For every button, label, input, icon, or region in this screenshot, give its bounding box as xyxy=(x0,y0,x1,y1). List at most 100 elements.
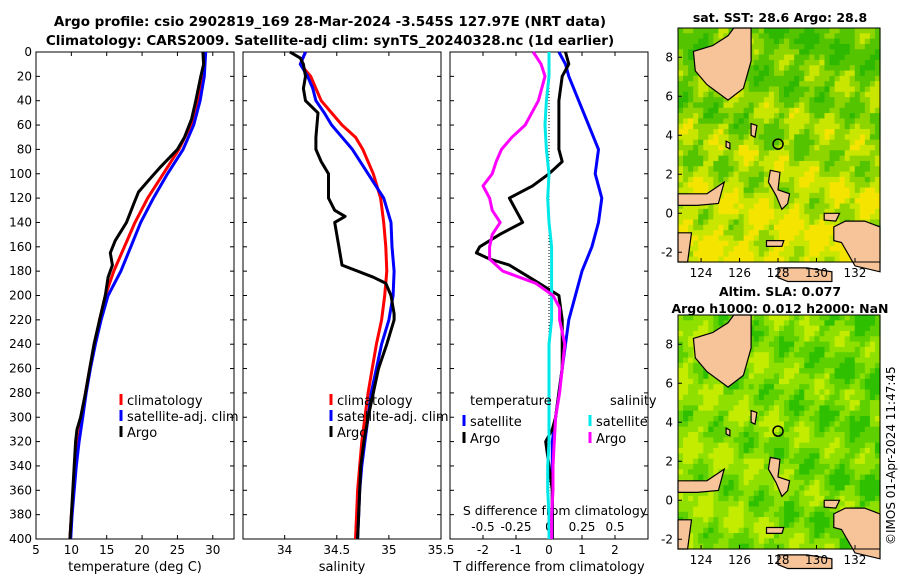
map-cell xyxy=(763,208,770,215)
map-cell xyxy=(814,97,820,104)
map-cell xyxy=(854,160,861,167)
map-cell xyxy=(824,511,831,518)
map-cell xyxy=(869,75,876,82)
map-cell xyxy=(864,426,871,433)
map-cell xyxy=(784,214,790,221)
map-cell xyxy=(799,38,805,45)
map-cell xyxy=(854,336,861,343)
map-cell xyxy=(723,511,730,518)
map-cell xyxy=(773,123,780,130)
map-cell xyxy=(804,251,810,258)
map-cell xyxy=(773,75,780,82)
map-cell xyxy=(859,346,866,353)
map-cell xyxy=(758,28,765,34)
map-cell xyxy=(688,214,694,221)
map-cell xyxy=(713,224,719,231)
map-cell xyxy=(784,107,790,114)
map-cell xyxy=(698,458,704,465)
map-cell xyxy=(794,256,800,263)
map-cell xyxy=(683,182,689,189)
map-cell xyxy=(713,463,719,470)
map-cell xyxy=(773,107,780,114)
map-cell xyxy=(789,160,795,167)
map-cell xyxy=(864,501,871,508)
map-cell xyxy=(814,139,820,146)
map-cell xyxy=(854,325,861,332)
map-cell xyxy=(678,65,684,72)
map-cell xyxy=(859,362,866,369)
map-cell xyxy=(723,246,730,252)
map-cell xyxy=(834,54,841,61)
map-cell xyxy=(718,134,725,141)
map-cell xyxy=(688,240,694,247)
map-cell xyxy=(738,495,745,502)
map-cell xyxy=(864,458,871,465)
map-cell xyxy=(799,65,805,72)
map-cell xyxy=(814,437,820,444)
land-mass xyxy=(833,220,881,273)
map-cell xyxy=(814,458,820,465)
map-cell xyxy=(849,187,856,194)
map-cell xyxy=(864,432,871,438)
map-cell xyxy=(844,346,851,353)
map-cell xyxy=(819,176,826,183)
map-cell xyxy=(748,113,755,120)
map-cell xyxy=(869,33,876,40)
map-cell xyxy=(794,28,800,34)
map-cell xyxy=(753,134,760,141)
map-cell xyxy=(708,139,714,146)
map-cell xyxy=(799,113,805,120)
map-cell xyxy=(678,352,684,359)
map-cell xyxy=(784,256,790,263)
map-cell xyxy=(773,43,780,50)
map-cell xyxy=(869,426,876,433)
map-cell xyxy=(824,341,831,348)
map-cell xyxy=(743,246,750,252)
map-cell xyxy=(839,533,846,539)
map-cell xyxy=(779,336,785,343)
map-cell xyxy=(794,501,800,508)
map-cell xyxy=(768,70,775,77)
map-cell xyxy=(713,150,719,157)
map-cell xyxy=(708,325,714,332)
map-cell xyxy=(859,495,866,502)
map-cell xyxy=(773,246,780,252)
map-cell xyxy=(839,336,846,343)
map-cell xyxy=(748,70,755,77)
y-tick-label: 360 xyxy=(9,483,32,497)
map-cell xyxy=(839,442,846,449)
map-cell xyxy=(713,405,719,412)
argo-position-marker xyxy=(772,425,784,437)
map-cell xyxy=(829,447,836,454)
map-cell xyxy=(733,203,740,210)
map-cell xyxy=(784,416,790,422)
map-cell xyxy=(683,118,689,125)
map-cell xyxy=(693,447,699,454)
map-cell xyxy=(874,426,881,433)
map-cell xyxy=(819,517,826,524)
map-cell xyxy=(814,123,820,130)
map-cell xyxy=(758,341,765,348)
map-cell xyxy=(789,214,795,221)
map-cell xyxy=(723,432,730,438)
map-cell xyxy=(794,240,800,247)
map-x-tick-label: 128 xyxy=(767,266,790,280)
map-cell xyxy=(824,463,831,470)
map-cell xyxy=(693,330,699,337)
map-cell xyxy=(874,134,881,141)
map-cell xyxy=(794,102,800,109)
map-cell xyxy=(733,501,740,508)
map-cell xyxy=(743,517,750,524)
map-cell xyxy=(784,362,790,369)
map-cell xyxy=(809,463,815,470)
map-cell xyxy=(703,320,709,327)
map-cell xyxy=(758,511,765,518)
map-cell xyxy=(799,219,805,226)
map-cell xyxy=(773,543,780,550)
map-cell xyxy=(708,182,714,189)
map-cell xyxy=(809,400,815,407)
map-cell xyxy=(678,495,684,502)
map-cell xyxy=(864,463,871,470)
map-cell xyxy=(758,447,765,454)
map-cell xyxy=(718,102,725,109)
